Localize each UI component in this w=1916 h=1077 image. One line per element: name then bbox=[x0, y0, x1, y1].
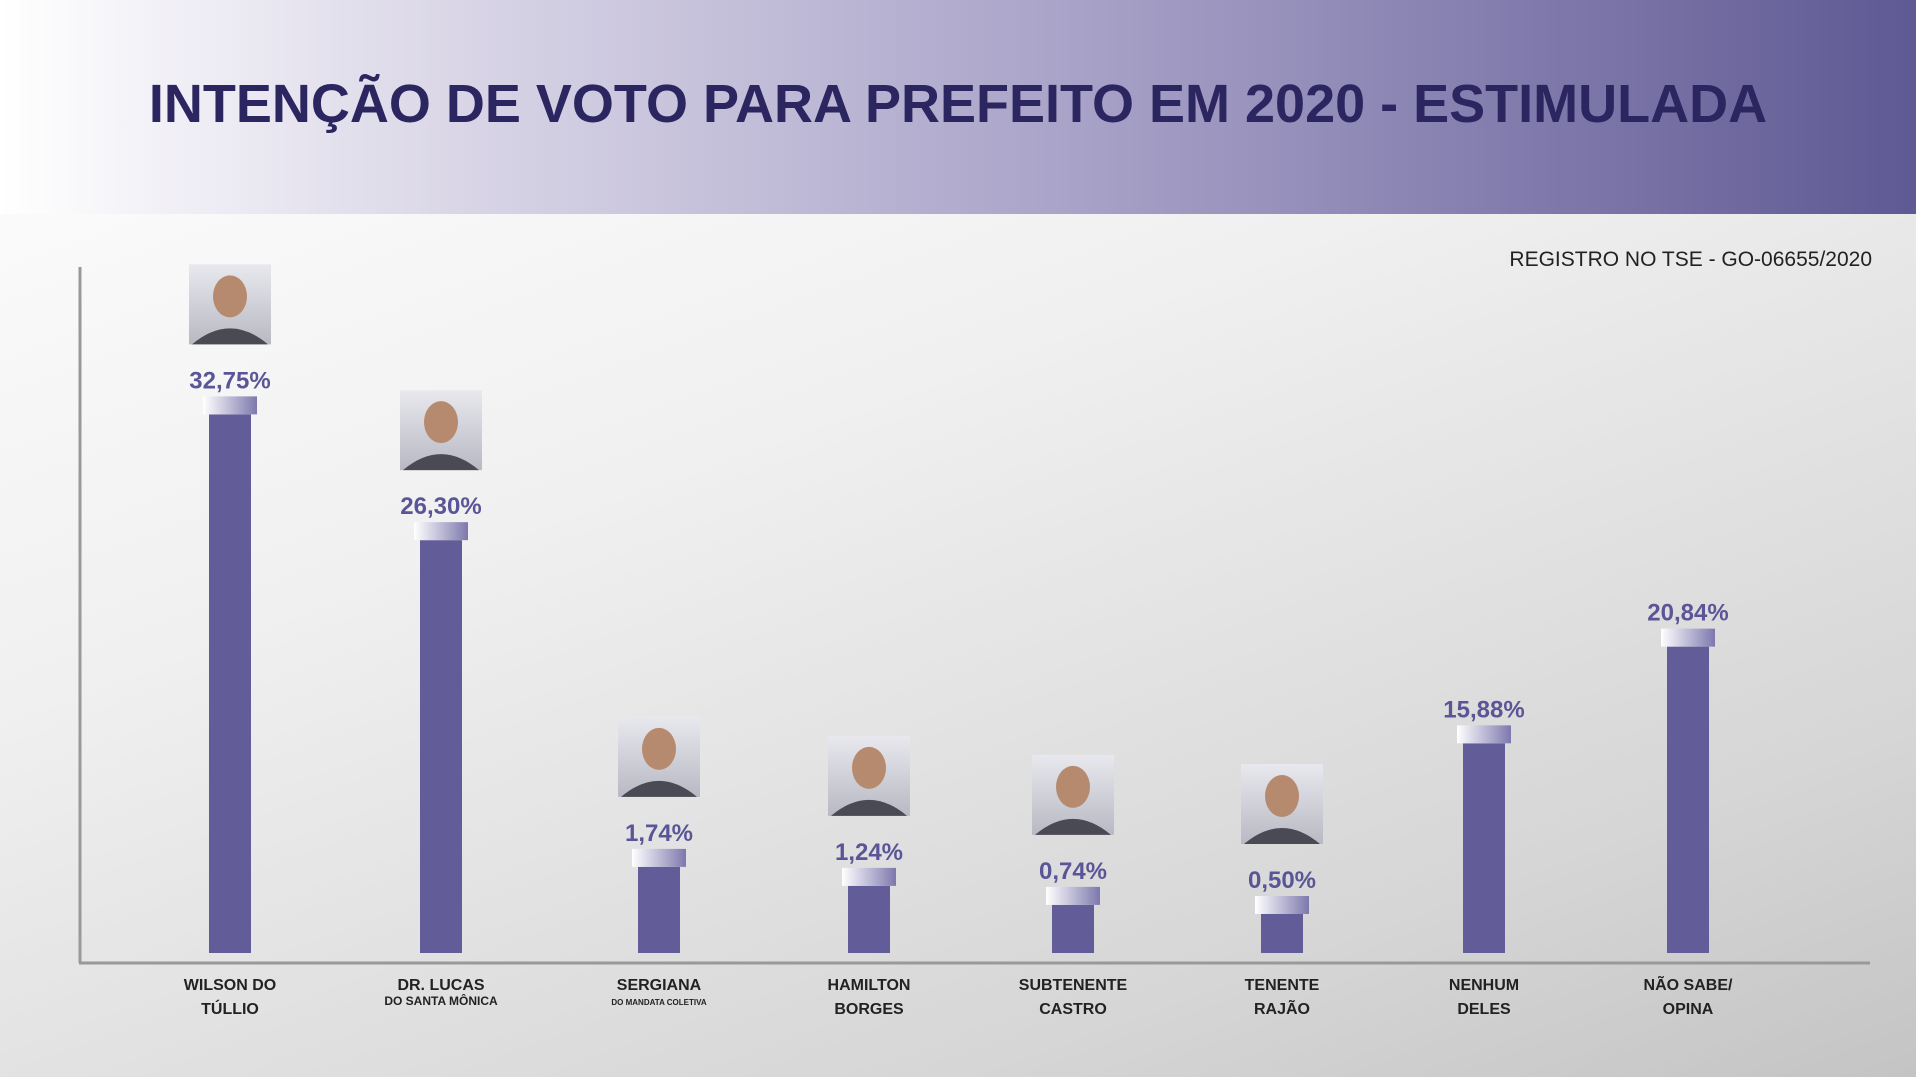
value-label: 32,75% bbox=[189, 367, 270, 394]
shoulders-icon bbox=[1035, 818, 1111, 835]
face-icon bbox=[852, 746, 886, 789]
category-label-line2: DELES bbox=[1457, 1001, 1511, 1018]
bar bbox=[420, 540, 462, 953]
bar-cap bbox=[1046, 886, 1100, 905]
shoulders-icon bbox=[621, 780, 697, 797]
category-label-line2: RAJÃO bbox=[1254, 998, 1310, 1018]
face-icon bbox=[424, 401, 458, 444]
value-label: 20,84% bbox=[1647, 600, 1728, 627]
shoulders-icon bbox=[403, 454, 479, 471]
bar-cap bbox=[1457, 725, 1511, 744]
category-label: NENHUM bbox=[1449, 977, 1519, 994]
bar-cap bbox=[203, 396, 257, 415]
category-label: SERGIANA bbox=[617, 977, 702, 994]
category-sublabel: DO MANDATA COLETIVA bbox=[611, 998, 706, 1007]
face-icon bbox=[642, 727, 676, 770]
value-label: 0,50% bbox=[1248, 867, 1316, 894]
bar bbox=[209, 414, 251, 953]
bar bbox=[1261, 914, 1303, 953]
candidate-photo bbox=[1032, 754, 1114, 835]
shoulders-icon bbox=[831, 799, 907, 816]
face-icon bbox=[1265, 775, 1299, 817]
candidate-photo bbox=[400, 390, 482, 471]
category-sublabel: DO SANTA MÔNICA bbox=[384, 993, 498, 1008]
shoulders-icon bbox=[192, 328, 268, 345]
value-label: 1,24% bbox=[835, 839, 903, 866]
shoulders-icon bbox=[1244, 828, 1320, 844]
chart-title: INTENÇÃO DE VOTO PARA PREFEITO EM 2020 -… bbox=[148, 74, 1768, 134]
category-label-line2: TÚLLIO bbox=[201, 999, 259, 1018]
category-label: WILSON DO bbox=[184, 977, 276, 994]
header-band bbox=[0, 0, 1916, 214]
value-label: 0,74% bbox=[1039, 858, 1107, 885]
category-label: NÃO SABE/ bbox=[1644, 974, 1733, 994]
candidate-photo bbox=[1241, 764, 1323, 844]
category-label: DR. LUCAS bbox=[397, 977, 484, 994]
value-label: 15,88% bbox=[1443, 696, 1524, 723]
bar bbox=[1463, 743, 1505, 953]
value-label: 1,74% bbox=[625, 820, 693, 847]
bar bbox=[1052, 904, 1094, 953]
category-label-line2: CASTRO bbox=[1039, 1001, 1107, 1018]
bar bbox=[638, 866, 680, 953]
bar bbox=[1667, 646, 1709, 953]
value-label: 26,30% bbox=[400, 493, 481, 520]
face-icon bbox=[213, 275, 247, 318]
candidate-photo bbox=[618, 716, 700, 797]
bar-cap bbox=[632, 848, 686, 867]
category-label: TENENTE bbox=[1245, 977, 1320, 994]
registration-text: REGISTRO NO TSE - GO-06655/2020 bbox=[1509, 248, 1872, 271]
category-label: HAMILTON bbox=[828, 977, 911, 994]
category-label-line2: OPINA bbox=[1663, 1001, 1714, 1018]
candidate-photo bbox=[828, 735, 910, 816]
category-label-line2: BORGES bbox=[834, 1001, 904, 1018]
bar bbox=[848, 885, 890, 953]
face-icon bbox=[1056, 765, 1090, 808]
bar-cap bbox=[414, 522, 468, 541]
category-label: SUBTENENTE bbox=[1019, 977, 1128, 994]
candidate-photo bbox=[189, 264, 271, 345]
bar-cap bbox=[842, 867, 896, 886]
bar-cap bbox=[1661, 628, 1715, 647]
bar-cap bbox=[1255, 896, 1309, 914]
